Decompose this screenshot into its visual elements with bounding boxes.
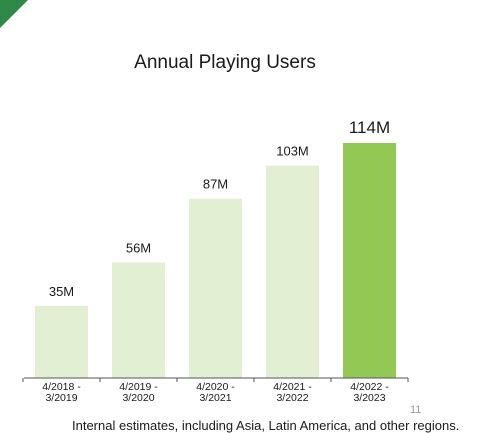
x-tick-label: 4/2019 -3/2020 (119, 381, 158, 404)
data-label: 103M (276, 144, 309, 159)
data-label: 87M (203, 177, 228, 192)
bar (112, 262, 165, 378)
data-label: 114M (349, 118, 390, 137)
x-tick-label: 4/2020 -3/2021 (196, 381, 235, 404)
bar (266, 165, 319, 378)
data-label: 56M (126, 241, 151, 256)
chart-title: Annual Playing Users (134, 52, 316, 73)
data-label: 35M (49, 284, 74, 299)
x-tick-label: 4/2018 -3/2019 (42, 381, 81, 404)
x-tick-label: 4/2022 -3/2023 (350, 381, 389, 404)
bar (35, 305, 88, 378)
bar (189, 198, 242, 378)
footnote: Internal estimates, including Asia, Lati… (72, 418, 460, 433)
bar (343, 143, 396, 378)
corner-accent (0, 0, 28, 28)
page-number: 11 (410, 404, 422, 416)
x-tick-label: 4/2021 -3/2022 (273, 381, 312, 404)
